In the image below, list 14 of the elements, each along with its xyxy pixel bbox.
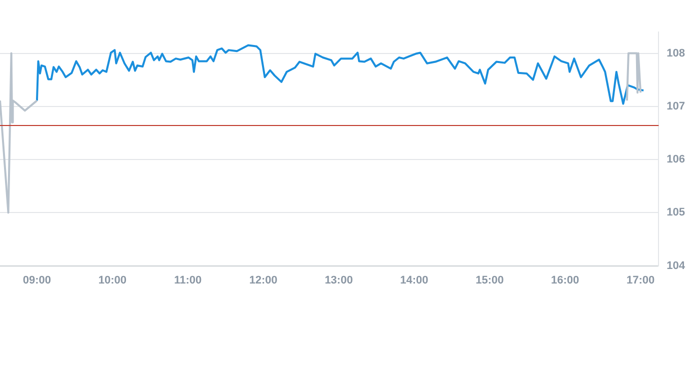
y-tick-label: 104 xyxy=(666,260,686,272)
x-tick-label: 13:00 xyxy=(324,274,353,286)
x-tick-label: 15:00 xyxy=(476,274,504,286)
x-tick-label: 16:00 xyxy=(551,274,580,286)
x-tick-label: 17:00 xyxy=(626,274,655,286)
x-tick-label: 14:00 xyxy=(400,274,428,286)
y-tick-label: 108 xyxy=(666,47,686,60)
x-tick-label: 09:00 xyxy=(22,274,52,286)
y-tick-label: 105 xyxy=(666,206,686,219)
x-tick-label: 10:00 xyxy=(98,274,126,286)
y-tick-label: 106 xyxy=(666,154,686,166)
x-tick-label: 11:00 xyxy=(174,274,202,286)
x-tick-label: 12:00 xyxy=(249,274,278,286)
y-tick-label: 107 xyxy=(666,100,686,112)
